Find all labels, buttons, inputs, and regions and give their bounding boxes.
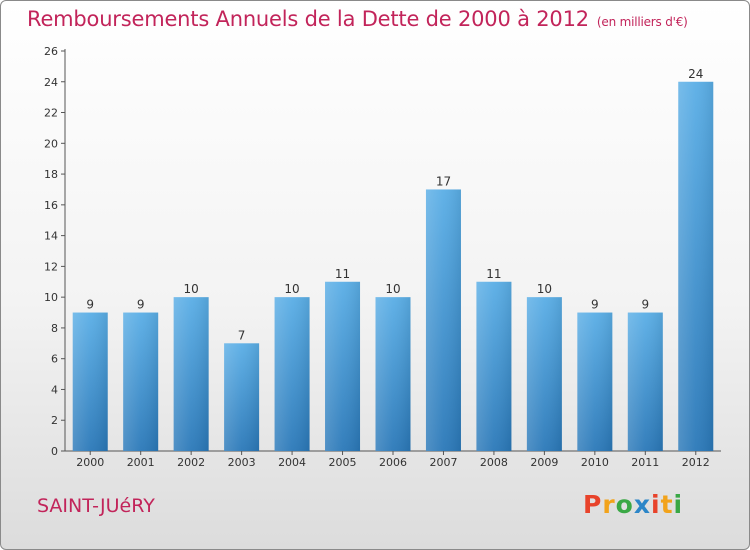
bar-value-label: 9 [591, 298, 599, 312]
y-tick-label: 2 [51, 414, 58, 427]
y-tick-label: 26 [44, 45, 58, 58]
logo-letter: i [673, 490, 684, 519]
bar-value-label: 10 [184, 282, 199, 296]
bar-value-label: 7 [238, 328, 246, 342]
chart-title: Remboursements Annuels de la Dette de 20… [27, 7, 688, 31]
bar-value-label: 10 [284, 282, 299, 296]
y-tick-label: 24 [44, 76, 58, 89]
y-tick-label: 16 [44, 199, 58, 212]
labels: 9 9 10 7 10 11 10 17 11 10 9 9 24 [86, 67, 703, 343]
logo-letter: o [615, 490, 634, 519]
x-tick-label: 2008 [480, 456, 508, 469]
bar-shine [274, 297, 310, 451]
bar-shine [123, 312, 159, 451]
bar-shine [627, 312, 663, 451]
y-tick-label: 10 [44, 291, 58, 304]
x-tick-label: 2011 [631, 456, 659, 469]
bar-shine [173, 297, 209, 451]
y-tick-label: 8 [51, 322, 58, 335]
bar-value-label: 10 [385, 282, 400, 296]
y-tick-label: 4 [51, 383, 58, 396]
x-tick-label: 2012 [682, 456, 710, 469]
y-tick-label: 20 [44, 137, 58, 150]
x-tick-label: 2005 [329, 456, 357, 469]
bar-value-label: 9 [641, 298, 649, 312]
logo-letter: P [583, 490, 603, 519]
bar-shine [678, 81, 714, 452]
y-tick-label: 22 [44, 107, 58, 120]
bar-shine [526, 297, 562, 451]
x-tick-label: 2009 [530, 456, 558, 469]
logo-letter: t [660, 490, 674, 519]
bar-value-label: 24 [688, 67, 703, 81]
bar-shine [476, 281, 512, 451]
logo-letter: r [602, 490, 616, 519]
title-text: Remboursements Annuels de la Dette de 20… [27, 7, 589, 31]
x-tick-label: 2007 [429, 456, 457, 469]
bar-shine [72, 312, 108, 451]
y-tick-label: 0 [51, 445, 58, 458]
x-tick-label: 2000 [76, 456, 104, 469]
title-unit: (en milliers d'€) [596, 15, 688, 29]
bar-value-label: 17 [436, 174, 451, 188]
logo-letter: i [651, 490, 661, 519]
bar-shine [425, 189, 461, 451]
bars [72, 81, 714, 452]
bar-shine [224, 343, 260, 451]
x-tick-label: 2003 [228, 456, 256, 469]
y-tick-label: 18 [44, 168, 58, 181]
bar-value-label: 9 [137, 298, 145, 312]
x-tick-label: 2002 [177, 456, 205, 469]
bar-shine [577, 312, 613, 451]
bar-value-label: 10 [537, 282, 552, 296]
y-tick-label: 6 [51, 353, 58, 366]
x-tick-label: 2004 [278, 456, 306, 469]
y-tick-label: 14 [44, 230, 58, 243]
logo-letter: x [633, 490, 651, 519]
x-tick-label: 2001 [127, 456, 155, 469]
bar-value-label: 9 [86, 298, 94, 312]
x-tick-label: 2010 [581, 456, 609, 469]
y-tick-label: 12 [44, 260, 58, 273]
proxiti-logo: Proxiti [583, 490, 683, 519]
bar-value-label: 11 [486, 267, 501, 281]
bar-value-label: 11 [335, 267, 350, 281]
bar-shine [375, 297, 411, 451]
commune-name: SAINT-JUéRY [37, 495, 155, 517]
x-tick-label: 2006 [379, 456, 407, 469]
bar-shine [325, 281, 361, 451]
